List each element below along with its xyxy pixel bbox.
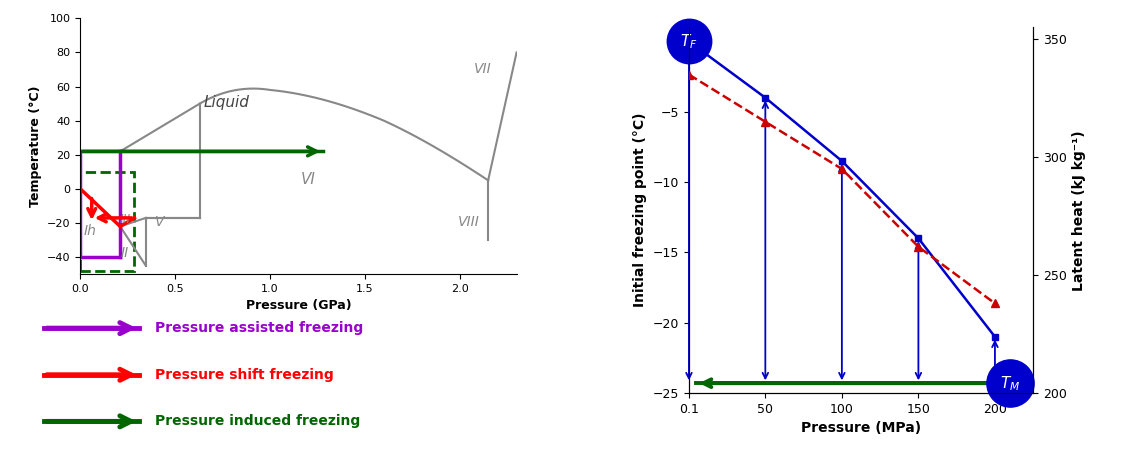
Y-axis label: Initial freezing point (°C): Initial freezing point (°C) xyxy=(634,113,647,308)
Text: Pressure assisted freezing: Pressure assisted freezing xyxy=(155,321,363,335)
Text: Ih: Ih xyxy=(84,224,96,238)
Text: II: II xyxy=(121,246,129,260)
Y-axis label: Latent heat (kJ kg⁻¹): Latent heat (kJ kg⁻¹) xyxy=(1072,130,1086,291)
Text: V: V xyxy=(155,215,165,229)
Text: VII: VII xyxy=(474,62,491,76)
Text: III: III xyxy=(119,213,131,226)
Text: Pressure shift freezing: Pressure shift freezing xyxy=(155,368,334,382)
X-axis label: Pressure (MPa): Pressure (MPa) xyxy=(801,421,921,436)
Y-axis label: Temperature (°C): Temperature (°C) xyxy=(29,85,41,207)
Text: $\mathit{T}_F$: $\mathit{T}_F$ xyxy=(680,32,698,51)
Text: Pressure induced freezing: Pressure induced freezing xyxy=(155,414,360,428)
Text: Liquid: Liquid xyxy=(203,95,249,110)
Text: VI: VI xyxy=(301,172,316,187)
Text: VIII: VIII xyxy=(458,215,480,229)
X-axis label: Pressure (GPa): Pressure (GPa) xyxy=(246,299,351,313)
Text: $\mathit{T}_M$: $\mathit{T}_M$ xyxy=(1000,374,1021,393)
